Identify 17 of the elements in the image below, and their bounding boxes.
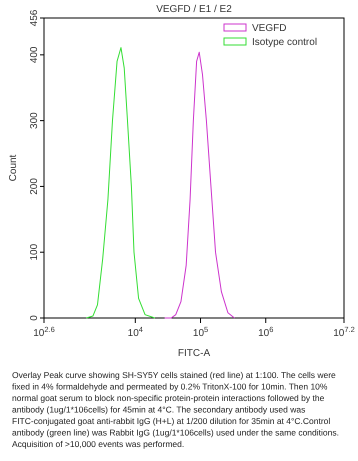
chart-title: VEGFD / E1 / E2 xyxy=(156,4,232,15)
x-tick-label: 10$^{7.2}$ xyxy=(333,324,355,339)
x-tick-label: 10$^{5}$ xyxy=(192,324,208,339)
x-tick-label: 10$^{6}$ xyxy=(258,324,274,339)
text: Overlay Peak curve showing SH-SY5Y cells stained (red line) at 1:100. The cells were fixed in 4% formaldehyde and permeated by 0.2% TritonX-100 for 10min. Then 10% normal goat serum to block non-specific protein-protein interactions followed by the antibody (1ug/1*106cells) for 45min at 4°C. The secondary antibody used was FITC-conjugated goat anti-rabbit IgG (H+L) at 1/200 dilution for 35min at 4°C.Control antibody (green line) was Rabbit IgG (1ug/1*106cells) used under the same conditions. Acquisition of >10,000 events was performed. xyxy=(12,370,339,449)
y-tick-label: 400 xyxy=(29,46,40,64)
y-tick-label: 456 xyxy=(29,9,40,26)
legend-label: Isotype control xyxy=(252,37,318,48)
x-axis-title: FITC-A xyxy=(178,348,210,359)
y-tick-label: 300 xyxy=(29,112,40,129)
y-axis-title: Count xyxy=(8,154,19,182)
y-tick-label: 100 xyxy=(29,243,40,261)
x-tick-label: 10$^{2.6}$ xyxy=(33,324,55,339)
legend-label: VEGFD xyxy=(252,23,286,34)
y-tick-label: 0 xyxy=(29,314,40,321)
x-tick-label: 10$^{4}$ xyxy=(128,324,143,339)
y-tick-label: 200 xyxy=(29,178,40,195)
